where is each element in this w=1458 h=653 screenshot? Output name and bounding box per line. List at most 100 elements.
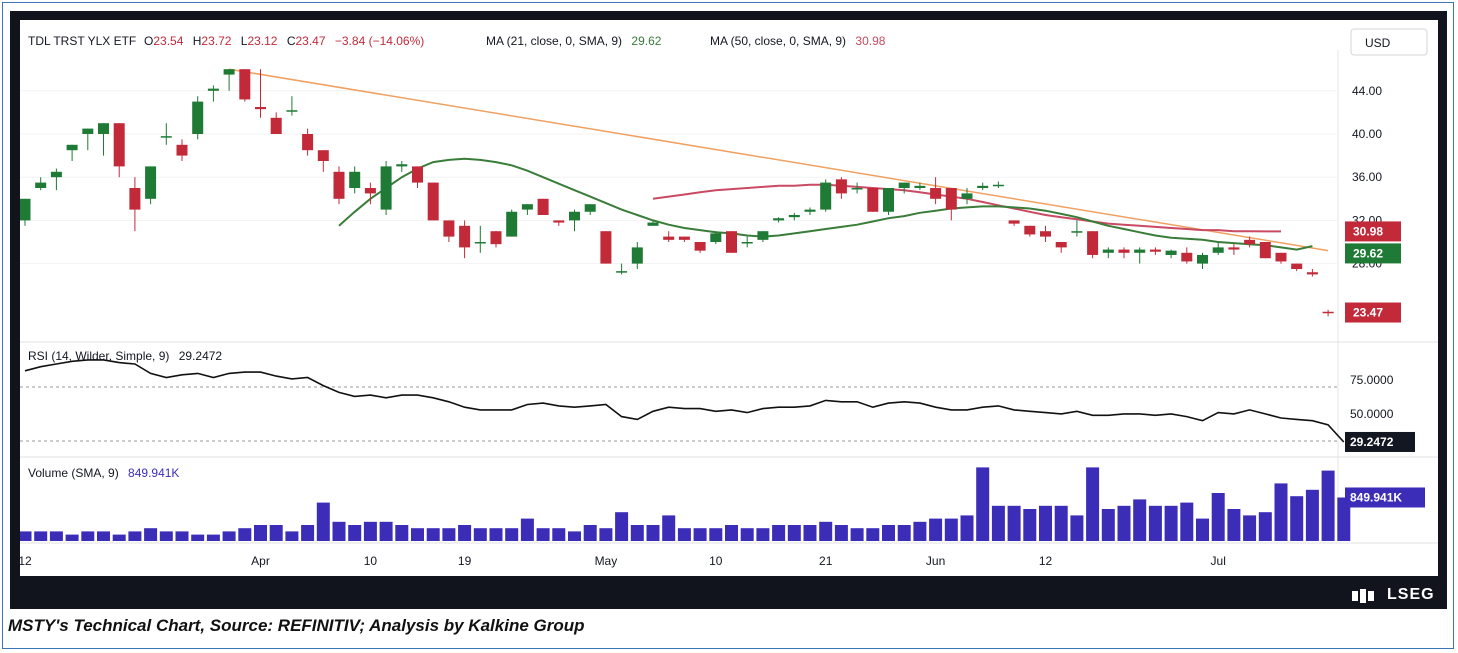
time-axis-label: 21 bbox=[819, 554, 833, 568]
last-price-badge bbox=[1345, 302, 1401, 323]
volume-bar bbox=[803, 525, 817, 541]
time-axis-label: 10 bbox=[709, 554, 723, 568]
currency-button[interactable] bbox=[1350, 28, 1428, 56]
volume-bar bbox=[1290, 496, 1304, 541]
volume-bar bbox=[709, 528, 723, 541]
volume-bar bbox=[756, 528, 770, 541]
candle-body bbox=[443, 220, 455, 237]
volume-bar bbox=[222, 531, 236, 541]
volume-label: Volume (SMA, 9) bbox=[28, 466, 119, 480]
rsi-value: 29.2472 bbox=[179, 349, 223, 363]
ma21-label: MA (21, close, 0, SMA, 9) bbox=[486, 34, 622, 48]
candle-body bbox=[553, 220, 565, 223]
candle-body bbox=[741, 242, 753, 244]
volume-bar bbox=[269, 525, 283, 541]
time-axis-label: May bbox=[595, 554, 618, 568]
rsi-levels bbox=[20, 386, 1338, 442]
lseg-logo-icon bbox=[1352, 589, 1374, 603]
candle-body bbox=[867, 188, 879, 212]
candle-body bbox=[459, 225, 471, 248]
volume-bar bbox=[1305, 489, 1319, 541]
candle-body bbox=[992, 184, 1004, 187]
candle-body bbox=[694, 242, 706, 251]
candle-body bbox=[1149, 249, 1161, 252]
volume-bar bbox=[1243, 515, 1257, 541]
volume-bar bbox=[913, 521, 927, 541]
volume-bar bbox=[615, 512, 629, 541]
volume-bar bbox=[866, 528, 880, 541]
volume-bar bbox=[206, 534, 220, 541]
change-value: −3.84 (−14.06%) bbox=[335, 34, 424, 48]
candle-body bbox=[631, 247, 643, 264]
candle-body bbox=[145, 166, 157, 199]
volume-bar bbox=[1274, 483, 1288, 541]
volume-bar bbox=[882, 525, 895, 541]
volume-bar bbox=[630, 525, 644, 541]
volume-bar bbox=[772, 525, 786, 541]
volume-bar bbox=[112, 534, 126, 541]
candle-body bbox=[286, 110, 298, 112]
candle-body bbox=[663, 236, 675, 240]
price-tick-label: 40.00 bbox=[1352, 127, 1382, 141]
volume-bar bbox=[285, 531, 299, 541]
candle-body bbox=[50, 171, 62, 178]
candle-body bbox=[223, 69, 235, 75]
candle-body bbox=[1024, 225, 1036, 235]
volume-bar bbox=[489, 528, 503, 541]
volume-bar bbox=[1258, 512, 1272, 541]
candle-body bbox=[710, 233, 722, 242]
candle-body bbox=[1306, 272, 1318, 275]
candle-body bbox=[66, 144, 78, 151]
volume-bar bbox=[49, 531, 63, 541]
rsi-axis-ticks: 75.0000 50.0000 bbox=[1350, 373, 1394, 421]
rsi-label: RSI (14, Wilder, Simple, 9) bbox=[28, 349, 169, 363]
ma21-line bbox=[338, 157, 1313, 251]
candle-body bbox=[239, 69, 251, 100]
rsi-tick-label: 50.0000 bbox=[1350, 407, 1394, 421]
figure-caption: MSTY's Technical Chart, Source: REFINITI… bbox=[8, 616, 585, 635]
volume-bar bbox=[897, 525, 911, 541]
candle-body bbox=[757, 231, 769, 240]
candle-body bbox=[1244, 239, 1256, 245]
time-axis-labels: 12 Apr 10 19 May 10 21 Jun 12 Jul bbox=[18, 554, 1226, 568]
candle-body bbox=[600, 231, 612, 264]
volume-bar bbox=[254, 525, 267, 541]
candle-body bbox=[1197, 254, 1208, 264]
candle-body bbox=[192, 101, 204, 134]
ma50-price-badge bbox=[1345, 221, 1401, 242]
candle-body bbox=[1071, 231, 1083, 233]
candle-body bbox=[302, 134, 314, 151]
volume-bar bbox=[1164, 505, 1178, 541]
currency-label: USD bbox=[1365, 36, 1391, 50]
candle-body bbox=[1118, 249, 1130, 253]
time-axis-label: 10 bbox=[364, 554, 378, 568]
volume-bar bbox=[693, 528, 707, 541]
volume-bar bbox=[238, 528, 252, 541]
candle-body bbox=[647, 222, 659, 226]
candle-body bbox=[1040, 231, 1051, 237]
volume-bar bbox=[520, 518, 534, 541]
lseg-brand: LSEG bbox=[1387, 586, 1435, 603]
candle-body bbox=[569, 211, 580, 221]
volume-bar bbox=[1133, 499, 1147, 541]
high-value: 23.72 bbox=[201, 34, 231, 48]
volume-bar bbox=[191, 534, 205, 541]
candle-body bbox=[1212, 247, 1224, 253]
candle-body bbox=[584, 204, 596, 212]
candle-body bbox=[945, 188, 957, 210]
volume-bar bbox=[97, 531, 110, 541]
volume-bar bbox=[379, 521, 393, 541]
candle-body bbox=[506, 211, 518, 237]
candle-body bbox=[1165, 250, 1177, 255]
volume-bar bbox=[442, 528, 456, 541]
candle-body bbox=[616, 271, 628, 273]
trendline bbox=[228, 68, 1329, 252]
rsi-legend: RSI (14, Wilder, Simple, 9) 29.2472 bbox=[28, 349, 222, 363]
candles bbox=[19, 69, 1334, 317]
volume-bar bbox=[301, 525, 315, 541]
volume-bar bbox=[991, 505, 1005, 541]
volume-bar bbox=[677, 528, 691, 541]
rsi-value-badge bbox=[1345, 431, 1415, 452]
time-axis-label: Jun bbox=[926, 554, 945, 568]
